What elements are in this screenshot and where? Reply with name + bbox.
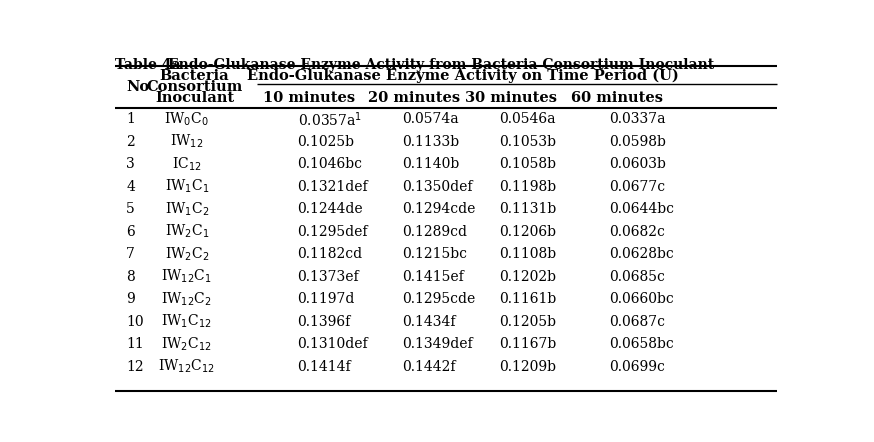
Text: 0.0677c: 0.0677c [609, 180, 665, 194]
Text: 4: 4 [127, 180, 135, 194]
Text: 0.0574a: 0.0574a [402, 112, 459, 126]
Text: 0.1396f: 0.1396f [297, 315, 350, 328]
Text: 0.1321def: 0.1321def [297, 180, 368, 194]
Text: IW$_{12}$C$_{12}$: IW$_{12}$C$_{12}$ [158, 358, 215, 375]
Text: 0.1182cd: 0.1182cd [297, 247, 363, 261]
Text: Endo-Glukanase Enzyme Activity on Time Period (U): Endo-Glukanase Enzyme Activity on Time P… [247, 69, 679, 84]
Text: 0.1244de: 0.1244de [297, 202, 364, 216]
Text: 11: 11 [127, 337, 144, 351]
Text: 0.0598b: 0.0598b [609, 135, 666, 149]
Text: 0.1053b: 0.1053b [499, 135, 556, 149]
Text: IW$_0$C$_0$: IW$_0$C$_0$ [164, 110, 209, 128]
Text: Bacteria: Bacteria [160, 69, 229, 83]
Text: 0.0603b: 0.0603b [609, 157, 666, 171]
Text: 10: 10 [127, 315, 144, 328]
Text: 0.1161b: 0.1161b [499, 292, 557, 306]
Text: 0.1289cd: 0.1289cd [402, 225, 468, 239]
Text: 0.0699c: 0.0699c [609, 360, 665, 373]
Text: 0.0546a: 0.0546a [499, 112, 556, 126]
Text: 10 minutes: 10 minutes [263, 91, 355, 105]
Text: IW$_{12}$: IW$_{12}$ [170, 133, 204, 150]
Text: IC$_{12}$: IC$_{12}$ [172, 156, 202, 173]
Text: IW$_2$C$_1$: IW$_2$C$_1$ [164, 223, 209, 240]
Text: 0.1434f: 0.1434f [402, 315, 455, 328]
Text: 0.1295cde: 0.1295cde [402, 292, 475, 306]
Text: Consortium: Consortium [146, 80, 243, 94]
Text: IW$_1$C$_{12}$: IW$_1$C$_{12}$ [162, 313, 212, 330]
Text: 0.1414f: 0.1414f [297, 360, 351, 373]
Text: 0.0628bc: 0.0628bc [609, 247, 674, 261]
Text: 0.1058b: 0.1058b [499, 157, 556, 171]
Text: 0.1131b: 0.1131b [499, 202, 557, 216]
Text: 0.1205b: 0.1205b [499, 315, 556, 328]
Text: No: No [127, 80, 149, 94]
Text: 60 minutes: 60 minutes [571, 91, 662, 105]
Text: IW$_{12}$C$_2$: IW$_{12}$C$_2$ [162, 290, 212, 308]
Text: 8: 8 [127, 270, 135, 284]
Text: IW$_1$C$_2$: IW$_1$C$_2$ [164, 201, 209, 218]
Text: 0.1415ef: 0.1415ef [402, 270, 464, 284]
Text: 12: 12 [127, 360, 144, 373]
Text: 30 minutes: 30 minutes [465, 91, 557, 105]
Text: 0.0687c: 0.0687c [609, 315, 665, 328]
Text: 0.1350def: 0.1350def [402, 180, 473, 194]
Text: 1: 1 [127, 112, 135, 126]
Text: 0.1108b: 0.1108b [499, 247, 556, 261]
Text: IW$_2$C$_2$: IW$_2$C$_2$ [164, 245, 209, 263]
Text: 0.1133b: 0.1133b [402, 135, 460, 149]
Text: 2: 2 [127, 135, 135, 149]
Text: 0.1373ef: 0.1373ef [297, 270, 359, 284]
Text: 9: 9 [127, 292, 135, 306]
Text: 0.0357a$^1$: 0.0357a$^1$ [297, 110, 362, 129]
Text: 0.0685c: 0.0685c [609, 270, 665, 284]
Text: 0.1295def: 0.1295def [297, 225, 368, 239]
Text: 0.1025b: 0.1025b [297, 135, 355, 149]
Text: 0.1442f: 0.1442f [402, 360, 455, 373]
Text: 0.1198b: 0.1198b [499, 180, 556, 194]
Text: Inoculant: Inoculant [155, 91, 234, 105]
Text: 0.1046bc: 0.1046bc [297, 157, 363, 171]
Text: Endo-Glukanase Enzyme Activity from Bacteria Consortium Inoculant: Endo-Glukanase Enzyme Activity from Bact… [168, 57, 714, 72]
Text: IW$_{12}$C$_1$: IW$_{12}$C$_1$ [162, 268, 212, 286]
Text: 6: 6 [127, 225, 135, 239]
Text: 0.1349def: 0.1349def [402, 337, 473, 351]
Text: 0.1206b: 0.1206b [499, 225, 556, 239]
Text: 0.0658bc: 0.0658bc [609, 337, 674, 351]
Text: 0.0337a: 0.0337a [609, 112, 666, 126]
Text: 0.1167b: 0.1167b [499, 337, 557, 351]
Text: 0.1140b: 0.1140b [402, 157, 460, 171]
Text: 5: 5 [127, 202, 135, 216]
Text: 0.0682c: 0.0682c [609, 225, 665, 239]
Text: Table 4a: Table 4a [115, 57, 181, 72]
Text: 0.1197d: 0.1197d [297, 292, 355, 306]
Text: 7: 7 [127, 247, 135, 261]
Text: 0.1202b: 0.1202b [499, 270, 556, 284]
Text: 0.1209b: 0.1209b [499, 360, 556, 373]
Text: IW$_1$C$_1$: IW$_1$C$_1$ [164, 178, 209, 195]
Text: 0.1294cde: 0.1294cde [402, 202, 475, 216]
Text: 20 minutes: 20 minutes [368, 91, 460, 105]
Text: 3: 3 [127, 157, 135, 171]
Text: 0.0644bc: 0.0644bc [609, 202, 674, 216]
Text: 0.1215bc: 0.1215bc [402, 247, 468, 261]
Text: IW$_2$C$_{12}$: IW$_2$C$_{12}$ [162, 335, 212, 353]
Text: 0.1310def: 0.1310def [297, 337, 368, 351]
Text: 0.0660bc: 0.0660bc [609, 292, 674, 306]
